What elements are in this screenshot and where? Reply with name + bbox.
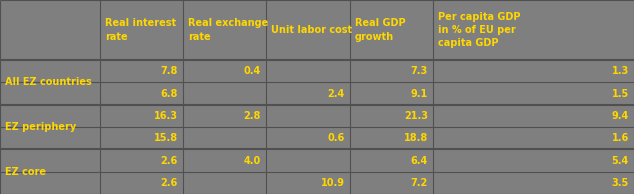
Text: 5.4: 5.4	[612, 156, 629, 165]
Text: 2.8: 2.8	[243, 111, 261, 121]
Text: 2.6: 2.6	[160, 178, 178, 188]
Text: 0.4: 0.4	[243, 66, 261, 76]
Text: 15.8: 15.8	[154, 133, 178, 143]
Text: All EZ countries: All EZ countries	[5, 77, 92, 87]
Text: 18.8: 18.8	[404, 133, 428, 143]
Text: 7.3: 7.3	[411, 66, 428, 76]
Text: 4.0: 4.0	[243, 156, 261, 165]
Text: 0.6: 0.6	[328, 133, 345, 143]
Text: 6.8: 6.8	[160, 88, 178, 99]
Text: 1.5: 1.5	[612, 88, 629, 99]
Text: Real interest
rate: Real interest rate	[105, 18, 176, 42]
Text: 1.6: 1.6	[612, 133, 629, 143]
Text: 9.4: 9.4	[612, 111, 629, 121]
Text: Real GDP
growth: Real GDP growth	[355, 18, 406, 42]
Text: 7.8: 7.8	[160, 66, 178, 76]
Text: EZ periphery: EZ periphery	[5, 122, 76, 132]
Text: 6.4: 6.4	[411, 156, 428, 165]
Text: 7.2: 7.2	[411, 178, 428, 188]
Text: Per capita GDP
in % of EU per
capita GDP: Per capita GDP in % of EU per capita GDP	[438, 12, 521, 48]
Text: 1.3: 1.3	[612, 66, 629, 76]
Text: 3.5: 3.5	[612, 178, 629, 188]
Text: 10.9: 10.9	[321, 178, 345, 188]
Text: 16.3: 16.3	[154, 111, 178, 121]
Text: Real exchange
rate: Real exchange rate	[188, 18, 268, 42]
Text: EZ core: EZ core	[5, 167, 46, 177]
Text: 2.4: 2.4	[328, 88, 345, 99]
Text: 21.3: 21.3	[404, 111, 428, 121]
Text: Unit labor cost: Unit labor cost	[271, 25, 353, 35]
Text: 2.6: 2.6	[160, 156, 178, 165]
Text: 9.1: 9.1	[411, 88, 428, 99]
